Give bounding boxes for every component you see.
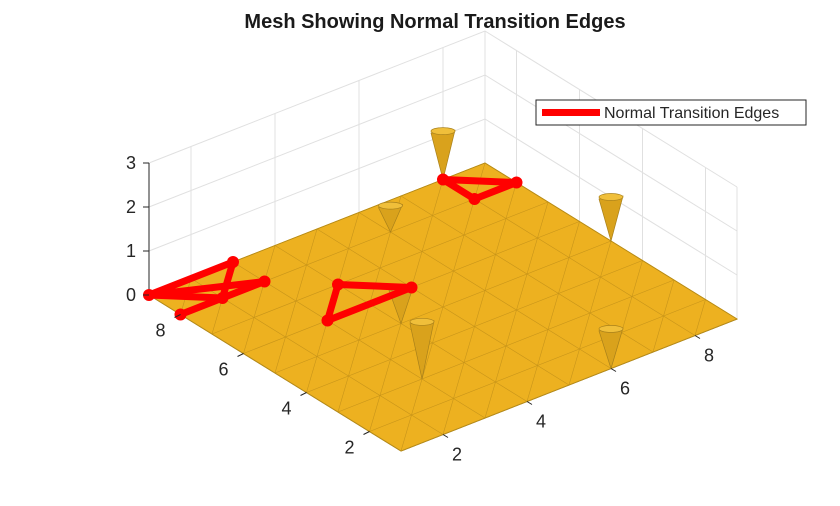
y-tick-label: 2 bbox=[344, 438, 354, 458]
x-tick-label: 8 bbox=[704, 346, 714, 366]
legend: Normal Transition Edges bbox=[535, 99, 807, 126]
transition-edge-vertex bbox=[332, 278, 344, 291]
transition-edge bbox=[471, 179, 520, 203]
transition-edge bbox=[219, 278, 268, 302]
transition-edge bbox=[219, 258, 237, 302]
transition-edge-vertex bbox=[510, 176, 523, 189]
z-tick-label: 0 bbox=[126, 285, 136, 305]
y-tick-label: 4 bbox=[281, 399, 291, 419]
x-tick-mark bbox=[694, 335, 701, 339]
transition-edge-vertex bbox=[321, 314, 334, 327]
y-tick-label: 8 bbox=[155, 321, 165, 341]
y-tick-mark bbox=[237, 353, 244, 357]
mesh-diagonal bbox=[243, 245, 276, 354]
transition-edge-vertex bbox=[216, 292, 229, 304]
z-tick-label: 2 bbox=[126, 197, 136, 217]
mesh-spike-cap bbox=[378, 201, 403, 210]
surface-border bbox=[148, 162, 738, 452]
transition-edges bbox=[143, 173, 523, 327]
transition-edge bbox=[439, 176, 520, 186]
z-tick-label: 1 bbox=[126, 241, 136, 261]
x-tick-mark bbox=[442, 434, 449, 438]
y-tick-mark bbox=[363, 431, 370, 435]
mesh-spike-cap bbox=[598, 193, 624, 201]
x-tick-label: 6 bbox=[620, 379, 630, 399]
z-tick-label: 3 bbox=[126, 153, 136, 173]
transition-edge bbox=[324, 284, 415, 324]
transition-edge bbox=[334, 281, 415, 291]
transition-edge-vertex bbox=[468, 193, 481, 205]
mesh-diagonal bbox=[484, 201, 549, 419]
mesh-diagonal bbox=[442, 182, 517, 435]
mesh-spike-cap bbox=[430, 127, 456, 135]
x-tick-mark bbox=[526, 401, 533, 405]
mesh-diagonal bbox=[400, 162, 486, 452]
legend-label: Normal Transition Edges bbox=[604, 105, 779, 122]
transition-edge-vertex bbox=[405, 281, 418, 294]
transition-edge-vertex bbox=[227, 256, 239, 268]
y-tick-mark bbox=[174, 314, 181, 318]
x-tick-mark bbox=[610, 368, 617, 372]
mesh-diagonal bbox=[274, 228, 318, 374]
y-tick-label: 6 bbox=[218, 360, 228, 380]
mesh-diagonal bbox=[568, 240, 612, 386]
transition-edge-vertex bbox=[258, 275, 271, 288]
transition-edge bbox=[145, 258, 237, 299]
chart-title: Mesh Showing Normal Transition Edges bbox=[244, 11, 625, 33]
mesh-diagonal bbox=[694, 299, 706, 336]
transition-edge-vertex bbox=[437, 173, 449, 186]
mesh-spike bbox=[430, 129, 456, 180]
mesh-spike-cap bbox=[598, 325, 624, 333]
y-tick-mark bbox=[300, 392, 307, 396]
x-tick-label: 2 bbox=[452, 445, 462, 465]
mesh-diagonal bbox=[526, 221, 580, 402]
x-tick-label: 4 bbox=[536, 412, 546, 432]
mesh-surface bbox=[147, 162, 739, 452]
mesh-spike bbox=[598, 195, 624, 243]
transition-edge bbox=[145, 278, 268, 299]
mesh-diagonal bbox=[652, 279, 675, 353]
mesh-spike-cap bbox=[409, 317, 435, 326]
transition-edge bbox=[324, 281, 342, 324]
